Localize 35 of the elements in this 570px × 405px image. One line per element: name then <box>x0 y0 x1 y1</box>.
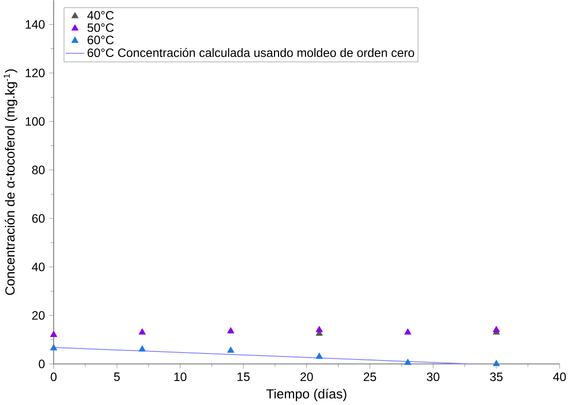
y-tick-label: 140 <box>26 20 45 29</box>
y-tick-label: 0 <box>38 360 45 368</box>
x-tick-label: 35 <box>490 372 503 382</box>
y-tick-label: 120 <box>26 68 45 78</box>
x-tick-label: 25 <box>364 372 376 382</box>
legend-label: 50°C <box>88 23 114 32</box>
point <box>50 344 58 350</box>
point <box>227 346 234 353</box>
y-tick-label: 60 <box>32 214 45 223</box>
x-tick-label: 0 <box>50 372 57 382</box>
y-tick-label: 20 <box>32 311 45 320</box>
y-axis-title: Concentración de α-tocoferol (mg.kg$^{-1}$) <box>4 69 18 295</box>
point <box>50 330 58 338</box>
point <box>227 327 234 334</box>
legend-label: 40°C <box>87 11 114 20</box>
y-tick-label: 80 <box>32 166 45 174</box>
point <box>138 328 146 335</box>
x-tick-label: 40 <box>553 372 566 382</box>
point <box>404 328 412 335</box>
point <box>404 358 412 365</box>
x-axis-title: Tiempo (días) <box>266 388 346 402</box>
legend-label: 60°C <box>88 36 114 44</box>
y-tick-label: 40 <box>32 262 45 272</box>
x-tick-label: 15 <box>238 372 250 382</box>
legend-label: 60°C Concentración calculada usando moldeo de orden cero <box>88 48 414 58</box>
y-tick-label: 100 <box>26 117 45 126</box>
point <box>316 352 323 359</box>
x-tick-label: 30 <box>426 372 440 382</box>
point <box>492 326 500 332</box>
point <box>316 326 323 332</box>
x-tick-label: 20 <box>300 372 313 382</box>
x-tick-label: 5 <box>114 372 120 382</box>
point <box>138 345 146 352</box>
point <box>492 360 500 366</box>
x-tick-label: 10 <box>174 372 186 382</box>
